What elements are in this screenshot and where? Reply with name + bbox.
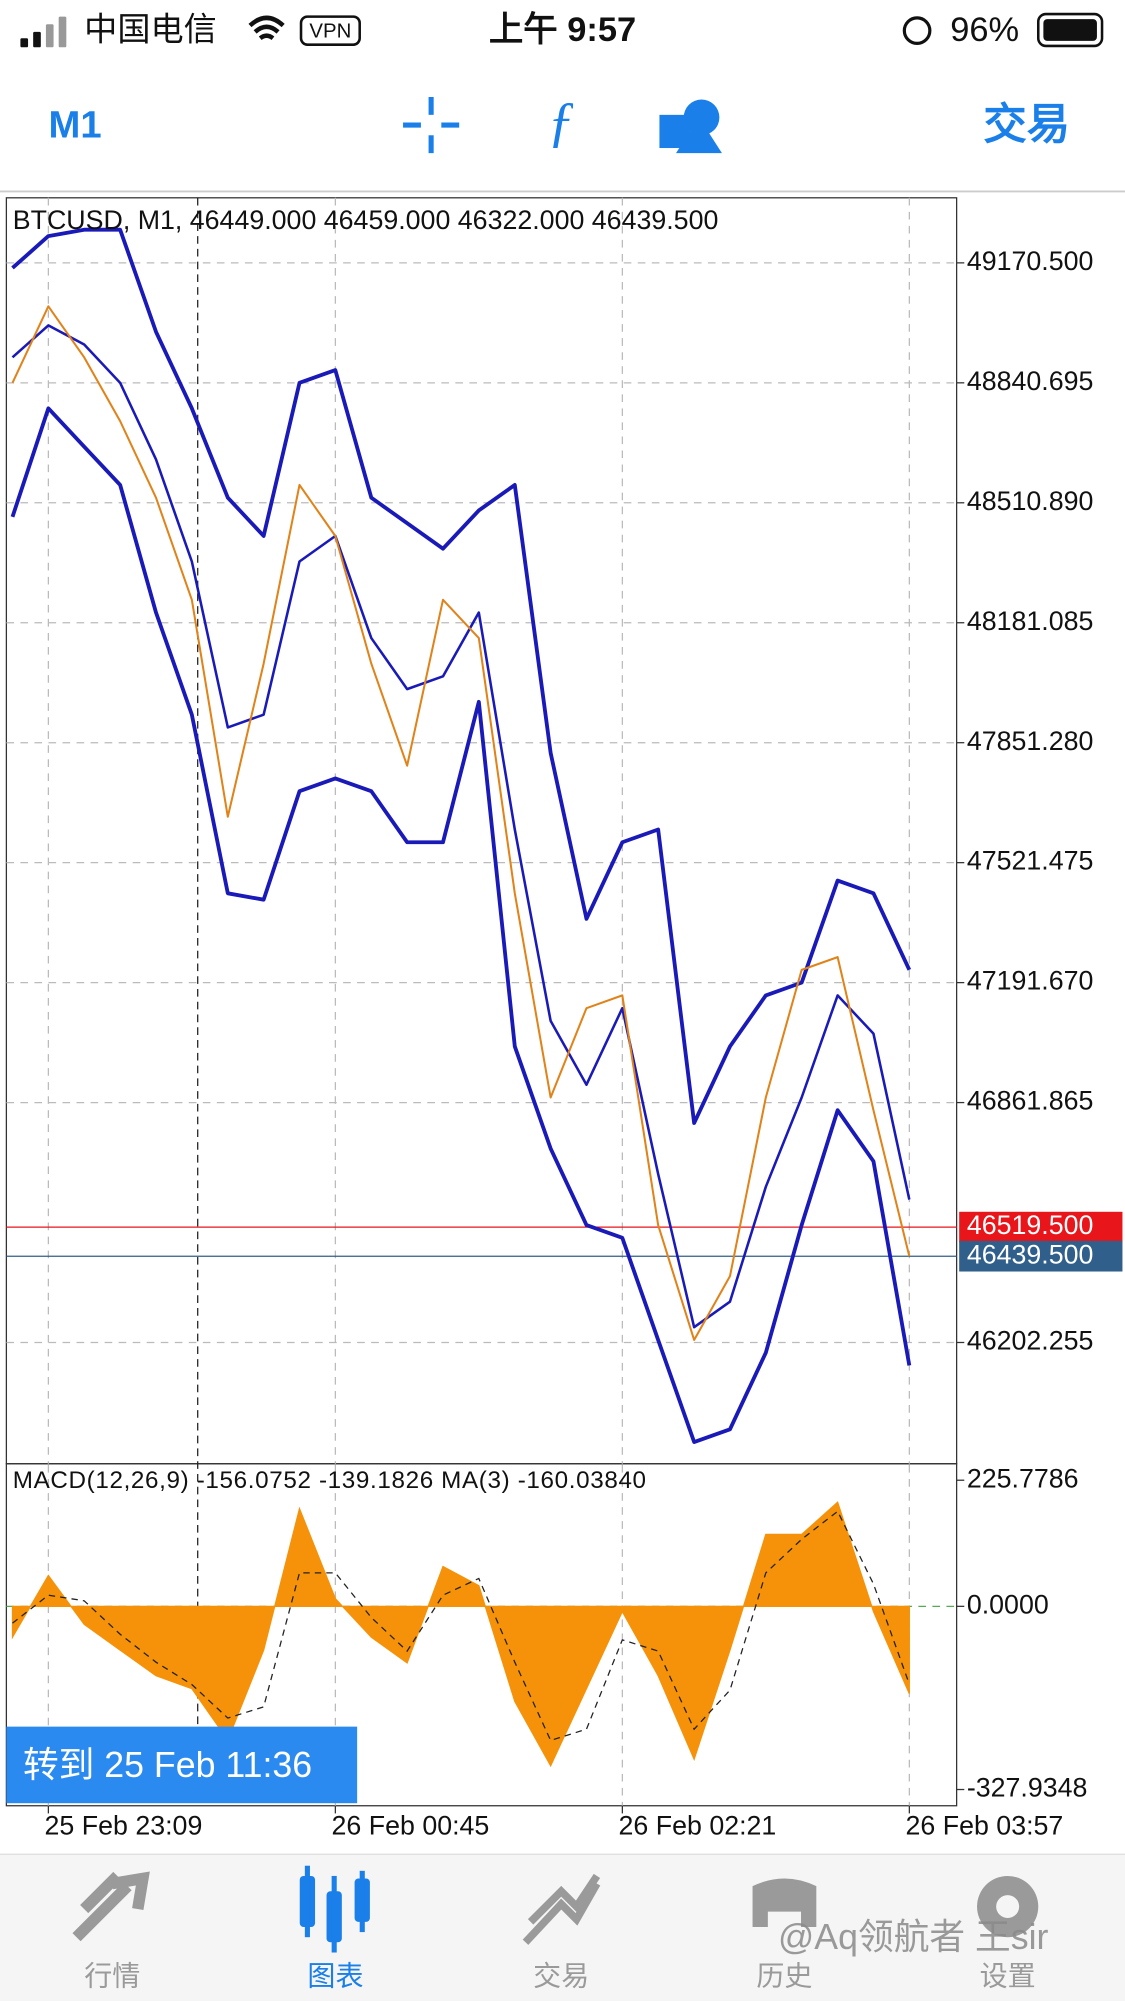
tab-label[interactable]: 历史 <box>756 1960 812 1991</box>
x-tick-label: 25 Feb 23:09 <box>45 1811 203 1841</box>
y-tick-label: 47521.475 <box>967 846 1094 876</box>
price-tag-label: 46439.500 <box>967 1239 1094 1269</box>
y-tick-label: 0.0000 <box>967 1589 1049 1619</box>
vpn-label: VPN <box>309 20 351 42</box>
macd-title: MACD(12,26,9) -156.0752 -139.1826 MA(3) … <box>13 1467 647 1494</box>
y-tick-label: 225.7786 <box>967 1463 1079 1493</box>
price-tag-label: 46519.500 <box>967 1210 1094 1240</box>
settings-icon-hole <box>996 1895 1020 1919</box>
price-series-line <box>11 305 911 1341</box>
crosshair-button[interactable] <box>403 96 460 154</box>
tab-label[interactable]: 行情 <box>84 1960 140 1991</box>
battery-level <box>1043 19 1097 41</box>
clock: 上午 9:57 <box>489 11 636 49</box>
y-tick-label: 48840.695 <box>967 366 1094 396</box>
x-tick-label: 26 Feb 02:21 <box>619 1811 777 1841</box>
chart-icon[interactable] <box>299 1865 370 1953</box>
tab-bar <box>0 1854 1125 2001</box>
price-series-line <box>11 324 911 1329</box>
tab-label[interactable]: 图表 <box>307 1960 363 1991</box>
tab-label[interactable]: 交易 <box>533 1960 589 1991</box>
x-tick-label: 26 Feb 03:57 <box>906 1811 1064 1841</box>
price-chart-title: BTCUSD, M1, 46449.000 46459.000 46322.00… <box>13 205 719 235</box>
lock-icon <box>902 16 932 45</box>
vpn-badge <box>299 15 361 46</box>
goto-label: 转到 25 Feb 11:36 <box>23 1745 312 1785</box>
history-icon[interactable] <box>752 1878 817 1927</box>
trade-icon[interactable] <box>522 1873 601 1945</box>
y-tick-label: 48181.085 <box>967 606 1094 636</box>
objects-button[interactable] <box>659 99 722 154</box>
y-tick-label: 47191.670 <box>967 966 1094 996</box>
price-series-line <box>11 227 912 1125</box>
price-series-line <box>10 406 912 1444</box>
y-tick-label: 48510.890 <box>967 486 1094 516</box>
indicators-button[interactable]: ƒ <box>547 91 575 153</box>
goto-button[interactable] <box>6 1726 358 1804</box>
macd-panel <box>5 1463 958 1807</box>
y-tick-label: 46202.255 <box>967 1326 1094 1356</box>
y-tick-label: 47851.280 <box>967 726 1094 756</box>
price-tag <box>959 1211 1123 1243</box>
y-tick-label: 49170.500 <box>967 246 1094 276</box>
timeframe-button[interactable]: M1 <box>48 104 101 147</box>
x-tick-label: 26 Feb 00:45 <box>332 1811 490 1841</box>
battery-icon <box>1036 12 1104 48</box>
carrier: 中国电信 <box>84 12 217 49</box>
battery-percent: 96% <box>950 11 1019 49</box>
macd-area <box>11 1501 910 1768</box>
wifi-icon <box>248 15 285 41</box>
y-tick-label: 46861.865 <box>967 1086 1094 1116</box>
trade-button[interactable]: 交易 <box>983 101 1070 149</box>
price-tag <box>959 1240 1123 1272</box>
tab-label[interactable]: 设置 <box>980 1960 1036 1991</box>
watermark: @Aq领航者 王sir <box>778 1917 1048 1957</box>
quotes-icon[interactable] <box>72 1871 150 1942</box>
signal-icon <box>20 16 67 48</box>
y-tick-label: -327.9348 <box>967 1773 1088 1803</box>
